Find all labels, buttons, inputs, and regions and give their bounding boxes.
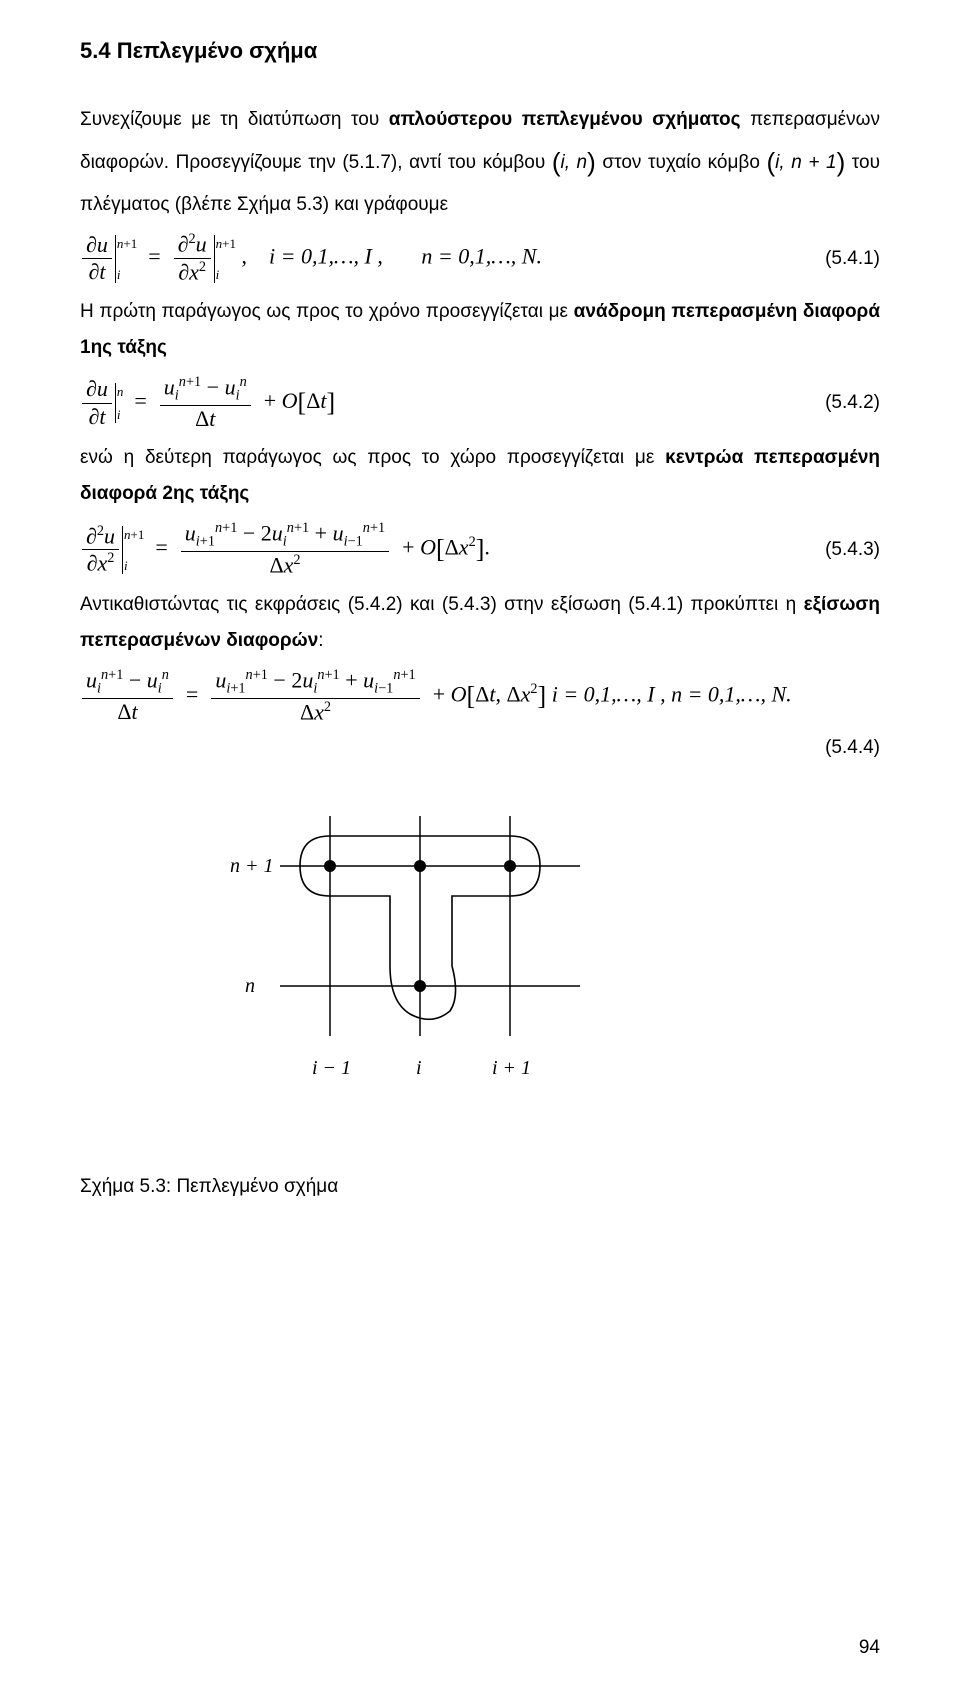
equation-5-4-3: ∂2u ∂x2 n+1i = ui+1n+1 − 2uin+1 + ui−1n+… xyxy=(80,520,880,579)
col-label-left: i − 1 xyxy=(312,1057,351,1079)
equation-number: (5.4.2) xyxy=(813,385,880,421)
equation-5-4-1: ∂u ∂t n+1i = ∂2u ∂x2 n+1i , i = 0,1,…, I… xyxy=(80,231,880,285)
equation-body: ∂u ∂t ni = uin+1 − uin Δt + O[Δt] xyxy=(80,374,813,432)
text: Αντικαθιστώντας τις εκφράσεις (5.4.2) κα… xyxy=(80,594,804,615)
math: i, n + 1 xyxy=(775,152,836,173)
equation-body: ∂2u ∂x2 n+1i = ui+1n+1 − 2uin+1 + ui−1n+… xyxy=(80,520,813,579)
equation-body: ∂u ∂t n+1i = ∂2u ∂x2 n+1i , i = 0,1,…, I… xyxy=(80,231,813,285)
stencil-svg: n + 1 n i − 1 i i + 1 xyxy=(200,796,620,1096)
equation-5-4-4: uin+1 − uin Δt = ui+1n+1 − 2uin+1 + ui−1… xyxy=(80,667,880,726)
row-label-top: n + 1 xyxy=(230,855,274,877)
page-number: 94 xyxy=(859,1630,880,1666)
section-heading: 5.4 Πεπλεγμένο σχήμα xyxy=(80,30,880,72)
equation-5-4-4-num: (5.4.4) xyxy=(80,730,880,766)
para-3: ενώ η δεύτερη παράγωγος ως προς το χώρο … xyxy=(80,440,880,512)
equation-5-4-2: ∂u ∂t ni = uin+1 − uin Δt + O[Δt] (5.4.2… xyxy=(80,374,880,432)
stencil-diagram: n + 1 n i − 1 i i + 1 xyxy=(200,796,620,1109)
equation-number: (5.4.1) xyxy=(813,241,880,277)
text: στον τυχαίο κόμβο xyxy=(602,152,766,173)
equation-number: (5.4.3) xyxy=(813,532,880,568)
para-2: Η πρώτη παράγωγος ως προς το χρόνο προσε… xyxy=(80,294,880,366)
col-label-right: i + 1 xyxy=(492,1057,531,1079)
text: Συνεχίζουμε με τη διατύπωση του xyxy=(80,109,389,130)
equation-number: (5.4.4) xyxy=(813,730,880,766)
text: : xyxy=(318,630,323,651)
cond: i = 0,1,…, I xyxy=(269,244,372,269)
paren: ( xyxy=(766,147,775,177)
text-bold: απλούστερου πεπλεγμένου σχήματος xyxy=(389,109,741,130)
paren: ) xyxy=(587,147,596,177)
row-label-bot: n xyxy=(245,975,255,997)
figure-caption: Σχήμα 5.3: Πεπλεγμένο σχήμα xyxy=(80,1169,880,1205)
equation-body: uin+1 − uin Δt = ui+1n+1 − 2uin+1 + ui−1… xyxy=(80,667,880,726)
para-1: Συνεχίζουμε με τη διατύπωση του απλούστε… xyxy=(80,102,880,224)
text: Η πρώτη παράγωγος ως προς το χρόνο προσε… xyxy=(80,301,574,322)
col-label-mid: i xyxy=(416,1057,422,1079)
cond: n = 0,1,…, N. xyxy=(421,244,542,269)
paren: ) xyxy=(837,147,846,177)
paren: ( xyxy=(552,147,561,177)
math: i, n xyxy=(561,152,588,173)
tail: i = 0,1,…, I , n = 0,1,…, N. xyxy=(552,682,792,707)
para-4: Αντικαθιστώντας τις εκφράσεις (5.4.2) κα… xyxy=(80,587,880,659)
text: ενώ η δεύτερη παράγωγος ως προς το χώρο … xyxy=(80,447,665,468)
